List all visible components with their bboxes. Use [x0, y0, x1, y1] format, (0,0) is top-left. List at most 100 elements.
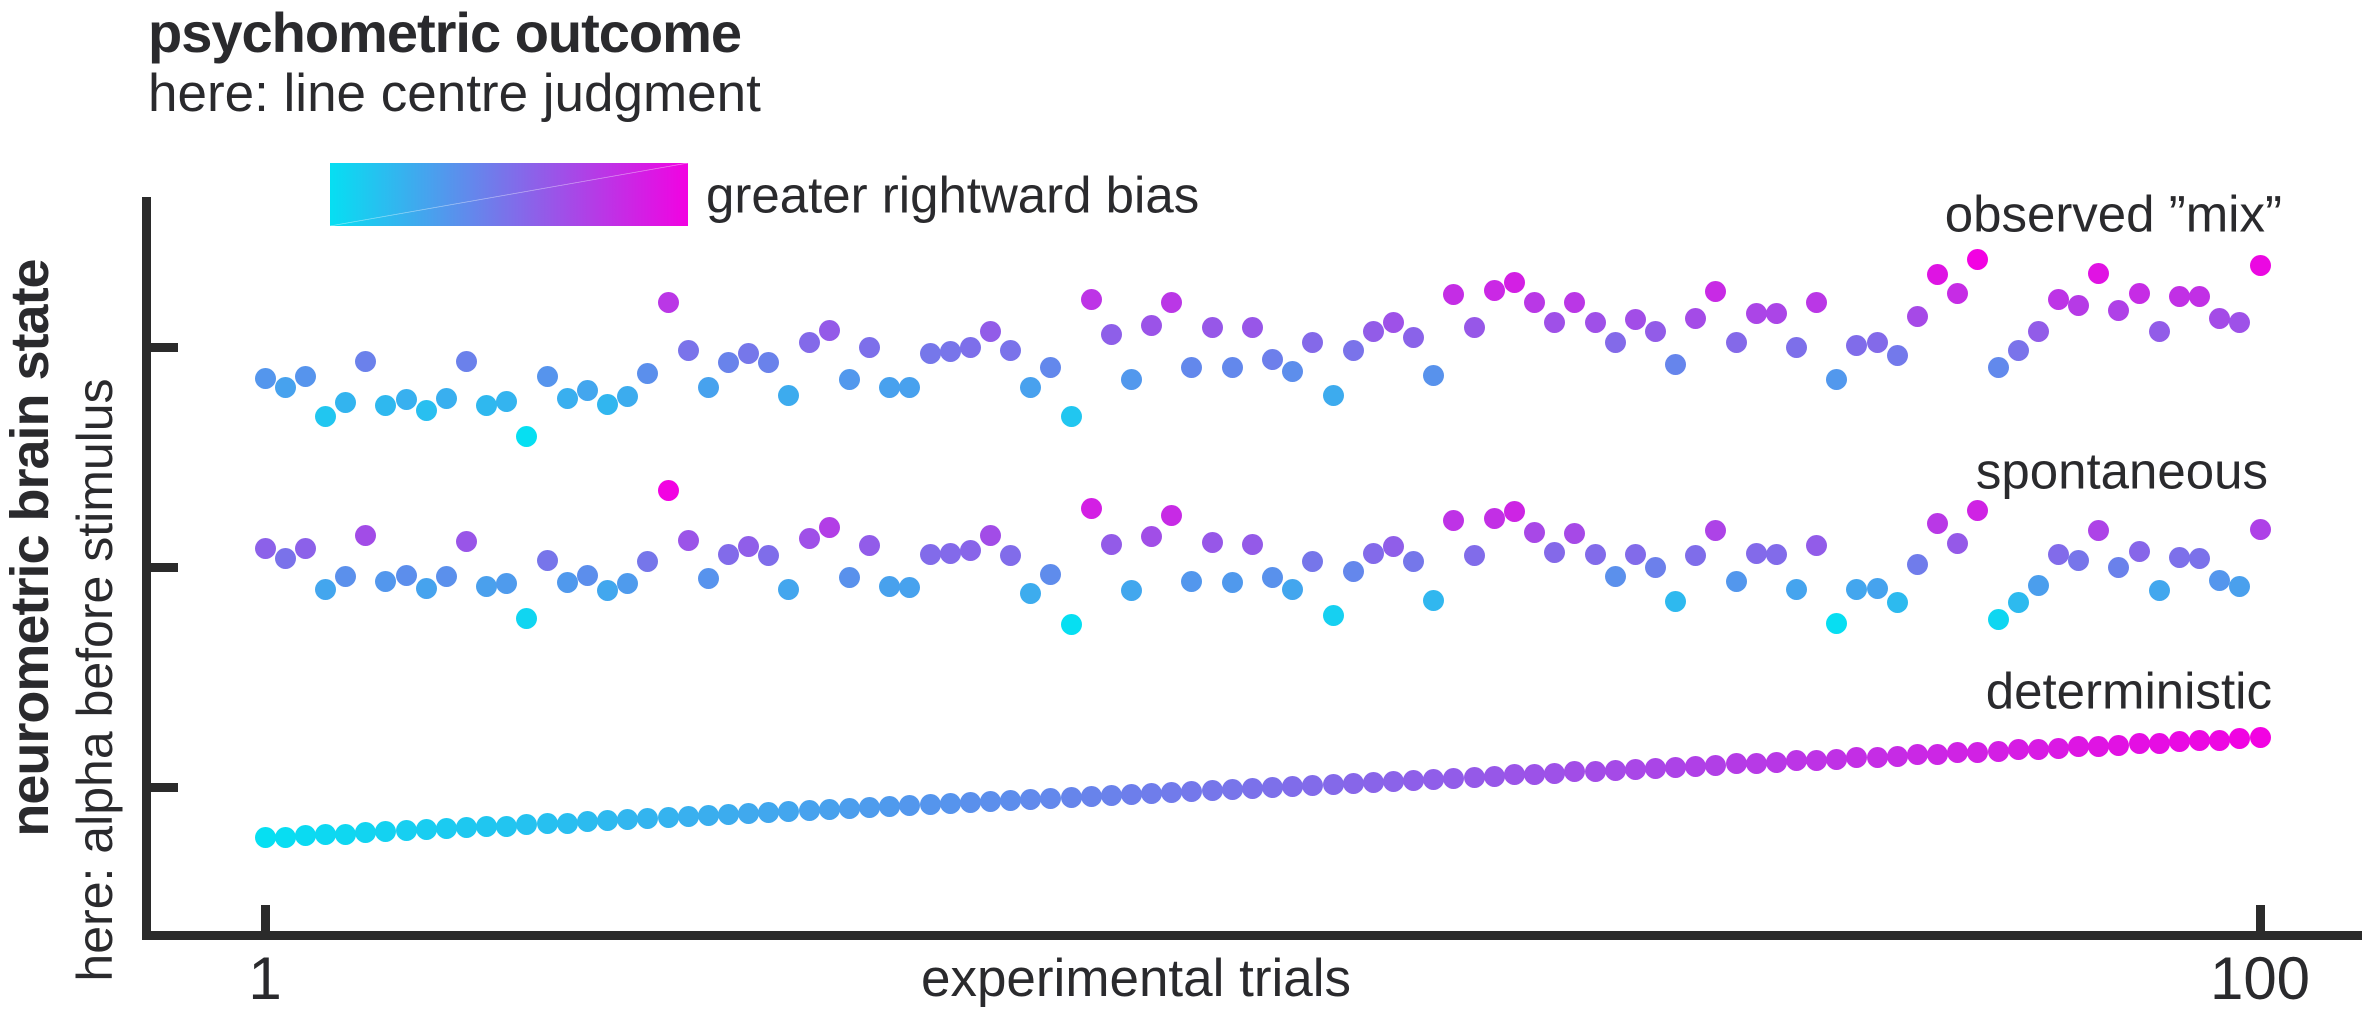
data-point	[1362, 771, 1384, 793]
data-point	[2007, 592, 2029, 614]
data-point	[657, 480, 679, 502]
data-point	[959, 791, 981, 813]
data-point	[1201, 317, 1223, 339]
data-point	[758, 802, 780, 824]
data-point	[1604, 566, 1626, 588]
data-point	[717, 804, 739, 826]
data-point	[1443, 284, 1465, 306]
data-point	[1423, 589, 1445, 611]
data-point	[838, 566, 860, 588]
data-point	[1786, 578, 1807, 600]
title-block: psychometric outcome here: line centre j…	[148, 2, 761, 124]
data-point	[456, 530, 477, 552]
data-point	[1886, 592, 1908, 614]
data-point	[1866, 746, 1888, 768]
data-point	[2168, 546, 2190, 568]
data-point	[1503, 272, 1525, 294]
data-point	[899, 376, 921, 398]
data-point	[1282, 361, 1304, 383]
data-point	[1201, 779, 1223, 801]
data-point	[1503, 764, 1525, 786]
data-point	[1906, 744, 1928, 766]
x-axis-label: experimental trials	[920, 949, 1352, 1008]
data-point	[798, 332, 820, 354]
data-point	[919, 794, 941, 816]
data-point	[1503, 501, 1525, 522]
data-point	[979, 525, 1001, 547]
data-point	[1644, 321, 1666, 343]
data-point	[2229, 728, 2251, 750]
data-point	[2148, 580, 2170, 602]
data-point	[2128, 540, 2150, 562]
data-point	[1020, 376, 1042, 398]
data-point	[314, 579, 336, 601]
data-point	[1806, 291, 1828, 313]
data-point	[516, 426, 538, 448]
data-point	[1121, 580, 1142, 602]
data-point	[1161, 291, 1183, 313]
data-point	[637, 550, 659, 572]
data-point	[738, 802, 760, 824]
data-point	[1322, 384, 1344, 406]
data-point	[939, 543, 961, 565]
data-point	[294, 538, 316, 559]
data-point	[1080, 498, 1102, 520]
data-point	[1866, 577, 1888, 599]
data-point	[959, 336, 981, 358]
data-point	[1040, 356, 1062, 378]
data-point	[1644, 556, 1666, 578]
data-point	[939, 341, 961, 363]
data-point	[778, 801, 800, 823]
data-point	[1564, 761, 1586, 783]
data-point	[1020, 788, 1042, 810]
data-point	[1967, 500, 1989, 522]
data-point	[1765, 543, 1787, 565]
data-point	[1685, 545, 1707, 567]
data-point	[1000, 790, 1022, 812]
data-point	[959, 540, 981, 562]
figure-title: psychometric outcome	[148, 1, 742, 64]
data-point	[1483, 765, 1505, 787]
data-point	[2088, 519, 2110, 541]
data-point	[2027, 575, 2049, 596]
data-point	[1786, 336, 1807, 358]
data-point	[778, 579, 800, 601]
data-point	[637, 808, 659, 830]
data-point	[1262, 349, 1284, 371]
data-point	[1000, 544, 1022, 566]
data-point	[1624, 543, 1646, 565]
data-point	[516, 608, 538, 630]
data-point	[1181, 570, 1203, 592]
data-point	[375, 570, 397, 592]
colorbar-label: greater rightward bias	[706, 166, 1200, 224]
data-point	[1906, 306, 1928, 328]
y-axis-tick	[151, 343, 178, 352]
data-point	[1604, 332, 1626, 354]
data-point	[1241, 533, 1263, 555]
data-point	[1705, 519, 1727, 541]
data-point	[314, 406, 336, 428]
data-point	[254, 538, 276, 559]
data-point	[335, 823, 357, 845]
data-point	[1020, 583, 1042, 605]
data-point	[1181, 356, 1203, 378]
data-point	[919, 543, 941, 565]
data-point	[2027, 321, 2049, 343]
data-point	[2249, 727, 2271, 749]
data-point	[1382, 771, 1404, 793]
data-point	[1362, 321, 1384, 343]
data-point	[1382, 312, 1404, 334]
data-point	[1765, 751, 1787, 773]
data-point	[2128, 733, 2150, 755]
data-point	[536, 813, 558, 835]
data-point	[2108, 299, 2130, 321]
data-point	[1443, 509, 1465, 531]
data-point	[2249, 254, 2271, 276]
data-point	[2047, 289, 2069, 311]
data-point	[335, 392, 357, 414]
data-point	[1302, 774, 1324, 796]
data-point	[2007, 339, 2029, 361]
data-point	[1685, 307, 1707, 329]
data-point	[1665, 354, 1687, 376]
